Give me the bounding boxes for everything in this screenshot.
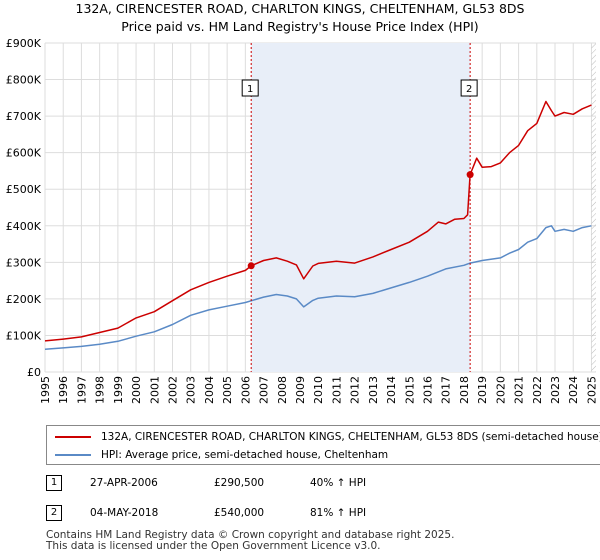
chart-legend: 132A, CIRENCESTER ROAD, CHARLTON KINGS, … [46,425,600,465]
x-tick-label: 2011 [330,376,343,404]
price-chart: 1 2 £0 £100K £200K £300K £400K £500K £600K £700K… [6,37,599,404]
legend-label-hpi: HPI: Average price, semi-detached house,… [101,449,389,461]
x-tick-label: 2008 [276,376,289,404]
sale-price: £540,000 [214,507,265,519]
x-tick-label: 1996 [57,376,70,404]
x-tick-label: 2010 [312,376,325,404]
x-tick-label: 2024 [567,376,580,404]
sale-marker-label: 2 [466,84,472,95]
x-tick-label: 2013 [367,376,380,404]
x-tick-label: 2002 [167,376,180,404]
legend-item-property: 132A, CIRENCESTER ROAD, CHARLTON KINGS, … [55,429,600,445]
x-tick-label: 2005 [221,376,234,404]
sale-point [466,171,474,179]
x-tick-label: 2025 [585,376,598,404]
y-tick-label: £800K [6,74,42,87]
sale-hpi-change: 40% ↑ HPI [310,477,367,489]
sale-row: 1 27-APR-2006 £290,500 40% ↑ HPI [46,475,546,493]
sale-marker-label: 1 [247,84,253,95]
y-tick-label: £200K [6,293,42,306]
sale-date: 04-MAY-2018 [90,507,159,519]
sale-row: 2 04-MAY-2018 £540,000 81% ↑ HPI [46,505,546,523]
legend-swatch-hpi [55,454,91,456]
x-tick-label: 2014 [385,376,398,404]
y-tick-label: £600K [6,147,42,160]
x-tick-label: 1995 [39,376,52,404]
sale-marker-badge [241,79,259,97]
footer: Contains HM Land Registry data © Crown c… [46,530,600,552]
x-tick-label: 1998 [94,376,107,404]
x-tick-label: 1999 [112,376,125,404]
sale-point [247,262,255,270]
x-tick-label: 2016 [422,376,435,404]
sale-price: £290,500 [214,477,265,489]
sale-badge: 2 [46,505,62,521]
x-tick-label: 2004 [203,376,216,404]
x-tick-label: 2006 [239,376,252,404]
series-line-property [44,100,592,342]
x-tick-label: 2022 [531,376,544,404]
footer-line-1: Contains HM Land Registry data © Crown c… [46,529,455,541]
ownership-period-shade [251,43,471,372]
y-tick-label: £100K [6,329,42,342]
chart-subtitle: Price paid vs. HM Land Registry's House … [121,19,479,34]
x-tick-label: 2009 [294,376,307,404]
legend-label-property: 132A, CIRENCESTER ROAD, CHARLTON KINGS, … [101,431,600,443]
x-tick-label: 2007 [258,376,271,404]
y-tick-label: £900K [6,37,42,50]
legend-swatch-property [55,436,91,438]
x-tick-label: 2017 [440,376,453,404]
x-tick-label: 2020 [494,376,507,404]
chart-title: 132A, CIRENCESTER ROAD, CHARLTON KINGS, … [75,1,525,16]
sale-date: 27-APR-2006 [90,477,158,489]
future-hatch [591,43,596,372]
sale-marker-badge [460,79,478,97]
x-tick-label: 2019 [476,376,489,404]
y-tick-label: £300K [6,256,42,269]
x-tick-label: 2000 [130,376,143,404]
x-tick-label: 2018 [458,376,471,404]
x-tick-label: 2023 [549,376,562,404]
sale-badge: 1 [46,475,62,491]
x-tick-label: 2003 [185,376,198,404]
legend-item-hpi: HPI: Average price, semi-detached house,… [55,447,388,463]
x-tick-label: 2012 [349,376,362,404]
sale-hpi-change: 81% ↑ HPI [310,507,367,519]
x-tick-label: 2015 [403,376,416,404]
footer-line-2: This data is licensed under the Open Gov… [46,540,381,552]
y-tick-label: £500K [6,183,42,196]
y-tick-label: £0 [27,366,41,379]
y-tick-label: £700K [6,110,42,123]
series-line-hpi [44,225,592,351]
x-tick-label: 2021 [513,376,526,404]
y-tick-label: £400K [6,220,42,233]
x-tick-label: 2001 [148,376,161,404]
x-tick-label: 1997 [75,376,88,404]
